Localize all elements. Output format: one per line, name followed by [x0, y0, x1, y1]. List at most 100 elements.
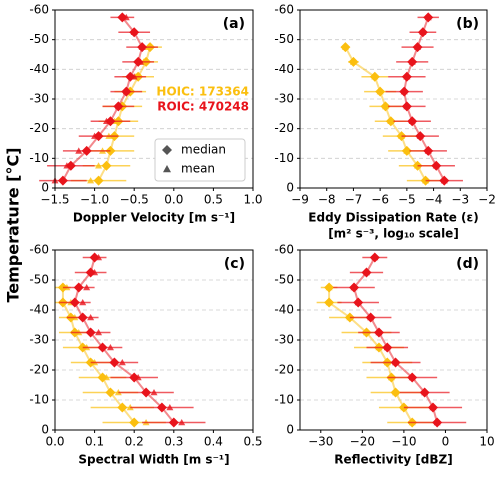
x-tick-label: −30 — [308, 435, 333, 449]
median-marker — [431, 160, 442, 171]
median-marker — [156, 402, 167, 413]
x-tick-label: 10 — [479, 435, 494, 449]
x-tick-label: 0.0 — [164, 193, 183, 207]
median-marker — [137, 42, 148, 53]
y-tick-label: -60 — [29, 243, 49, 257]
plot-frame — [299, 9, 488, 189]
median-marker — [125, 71, 136, 82]
mean-marker — [87, 314, 95, 321]
median-marker — [390, 387, 401, 398]
median-marker — [385, 116, 396, 127]
y-tick-label: -60 — [274, 243, 294, 257]
x-tick-label: −7 — [345, 193, 363, 207]
median-marker — [375, 86, 386, 97]
median-marker — [380, 101, 391, 112]
mean-marker — [95, 162, 103, 169]
median-marker — [401, 71, 412, 82]
profile-line — [61, 287, 135, 424]
median-marker — [121, 86, 132, 97]
legend-box — [154, 138, 246, 182]
profile-line — [344, 46, 427, 182]
x-tick-label: −2 — [478, 193, 496, 207]
median-marker — [407, 372, 418, 383]
panel-label: (a) — [223, 16, 245, 32]
x-tick-label: 0 — [442, 435, 450, 449]
median-marker — [141, 387, 152, 398]
x-tick-label: 0.5 — [204, 193, 223, 207]
x-tick-label: −5 — [398, 193, 416, 207]
median-marker — [89, 252, 100, 263]
median-marker — [417, 27, 428, 38]
series — [39, 12, 158, 186]
median-marker — [113, 101, 124, 112]
plot-frame — [299, 249, 488, 431]
x-tick-label: 1.0 — [243, 193, 262, 207]
series-annotation: HOIC: 173364 — [156, 85, 249, 99]
median-marker — [69, 297, 80, 308]
y-tick-label: 0 — [41, 423, 49, 437]
median-marker — [365, 312, 376, 323]
median-marker — [97, 342, 108, 353]
median-marker — [324, 297, 335, 308]
y-tick-label: -20 — [274, 363, 294, 377]
median-marker — [105, 387, 116, 398]
series — [70, 42, 162, 186]
median-marker — [129, 417, 140, 428]
series-annotation: ROIC: 470248 — [157, 100, 249, 114]
x-tick-label: −4 — [425, 193, 443, 207]
median-marker — [349, 282, 360, 293]
median-marker — [369, 252, 380, 263]
y-tick-label: -40 — [29, 62, 49, 76]
y-tick-label: -50 — [29, 273, 49, 287]
median-marker — [432, 417, 443, 428]
x-axis-label: Spectral Width [m s⁻¹] — [78, 453, 229, 467]
y-tick-label: -10 — [29, 151, 49, 165]
median-marker — [415, 131, 426, 142]
mean-marker — [166, 404, 174, 411]
median-marker — [77, 312, 88, 323]
y-tick-label: -10 — [29, 393, 49, 407]
median-marker — [133, 56, 144, 67]
x-tick-label: 0.2 — [125, 435, 144, 449]
y-tick-label: -60 — [29, 3, 49, 17]
median-marker — [423, 145, 434, 156]
median-marker — [129, 27, 140, 38]
plot-frame — [54, 249, 254, 431]
median-marker — [427, 402, 438, 413]
median-marker — [85, 267, 96, 278]
legend-marker — [162, 145, 172, 155]
median-marker — [109, 357, 120, 368]
y-tick-label: -40 — [274, 62, 294, 76]
median-marker — [168, 417, 179, 428]
median-marker — [81, 145, 92, 156]
series — [58, 252, 206, 428]
median-marker — [348, 56, 359, 67]
y-tick-label: -30 — [29, 333, 49, 347]
y-tick-label: -40 — [29, 303, 49, 317]
y-tick-label: -10 — [274, 393, 294, 407]
median-marker — [353, 297, 364, 308]
y-tick-label: -30 — [274, 333, 294, 347]
x-tick-label: −8 — [318, 193, 336, 207]
mean-marker — [95, 329, 103, 336]
median-marker — [324, 282, 335, 293]
median-marker — [373, 327, 384, 338]
x-axis-label: Eddy Dissipation Rate (ε) — [308, 211, 478, 225]
median-marker — [423, 12, 434, 23]
median-marker — [407, 116, 418, 127]
panel-label: (b) — [456, 16, 479, 32]
median-marker — [117, 402, 128, 413]
y-tick-label: 0 — [286, 423, 294, 437]
x-axis-label: [m² s⁻³, log₁₀ scale] — [328, 227, 459, 241]
y-tick-label: -40 — [274, 303, 294, 317]
series — [340, 42, 445, 186]
y-tick-label: 0 — [41, 181, 49, 195]
median-marker — [412, 42, 423, 53]
x-tick-label: −1.5 — [40, 193, 69, 207]
median-marker — [73, 282, 84, 293]
x-tick-label: −1.0 — [80, 193, 109, 207]
x-tick-label: −20 — [350, 435, 375, 449]
median-marker — [390, 357, 401, 368]
legend-label: median — [181, 143, 226, 157]
